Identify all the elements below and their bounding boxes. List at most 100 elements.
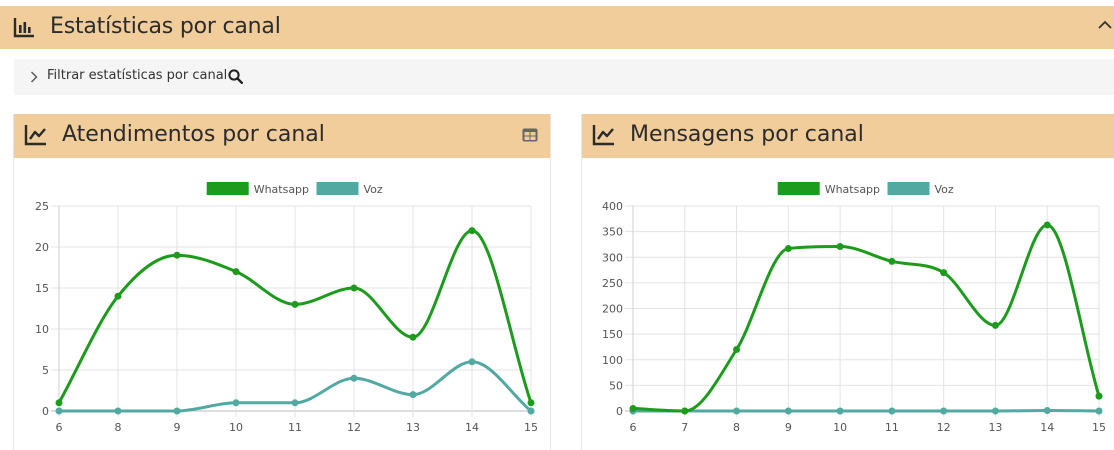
x-tick-label: 9	[785, 421, 792, 434]
x-tick-label: 13	[406, 421, 420, 434]
series-line-voz	[59, 360, 532, 413]
data-point-whatsapp	[991, 321, 999, 329]
card-mensagens: Mensagens por canal Whatsapp Voz 0 50 100 150…	[581, 114, 1114, 450]
legend-swatch	[316, 182, 359, 195]
x-tick-label: 11	[885, 421, 899, 434]
table-icon[interactable]	[522, 128, 538, 142]
chart-atendimentos: Whatsapp Voz 0 5 10 15 20 25 6 8 9 10 11 12 13 14 15	[35, 182, 538, 434]
y-tick-label: 15	[35, 282, 49, 295]
y-tick-label: 50	[609, 379, 623, 392]
data-point-whatsapp	[784, 245, 792, 253]
chevron-right-icon	[31, 71, 38, 83]
y-tick-label: 5	[42, 364, 49, 377]
data-point-voz	[836, 407, 844, 415]
filter-toggle[interactable]: Filtrar estatísticas por canal	[14, 59, 1114, 95]
data-point-whatsapp	[55, 399, 63, 407]
section-title: Estatísticas por canal	[50, 14, 281, 39]
card-header: Atendimentos por canal	[14, 114, 550, 158]
data-point-voz	[527, 407, 535, 415]
data-point-voz	[409, 391, 417, 399]
x-tick-label: 8	[115, 421, 122, 434]
y-tick-label: 10	[35, 323, 49, 336]
card-atendimentos: Atendimentos por canal Whatsapp Voz 0 5 10 15…	[13, 114, 551, 450]
data-point-whatsapp	[409, 333, 417, 341]
y-tick-label: 0	[42, 405, 49, 418]
chart-mensagens: Whatsapp Voz 0 50 100 150 200 250 300 350 400 6 7 8 9 1…	[602, 182, 1106, 434]
x-tick-label: 12	[937, 421, 951, 434]
data-point-voz	[350, 374, 358, 382]
data-point-voz	[468, 358, 476, 366]
data-point-whatsapp	[681, 407, 689, 415]
x-tick-label: 6	[56, 421, 63, 434]
data-point-whatsapp	[836, 242, 844, 250]
data-point-whatsapp	[468, 227, 476, 235]
y-tick-label: 0	[616, 405, 623, 418]
data-point-voz	[114, 407, 122, 415]
card-title: Mensagens por canal	[630, 122, 864, 147]
x-tick-label: 14	[1040, 421, 1054, 434]
series-line-voz	[633, 408, 1100, 413]
data-point-whatsapp	[232, 268, 240, 276]
x-tick-label: 9	[174, 421, 181, 434]
section-header: Estatísticas por canal	[0, 6, 1114, 49]
legend-label: Voz	[364, 183, 383, 196]
y-tick-label: 350	[602, 226, 623, 239]
data-point-whatsapp	[350, 284, 358, 292]
line-chart-icon	[592, 125, 614, 146]
legend-swatch	[777, 182, 820, 195]
legend: Whatsapp Voz	[777, 182, 954, 196]
data-point-whatsapp	[173, 251, 181, 259]
data-point-voz	[1095, 407, 1103, 415]
x-tick-label: 7	[681, 421, 688, 434]
y-tick-label: 100	[602, 354, 623, 367]
card-title: Atendimentos por canal	[62, 122, 325, 147]
legend: Whatsapp Voz	[206, 182, 383, 196]
data-point-voz	[733, 407, 741, 415]
legend-swatch	[887, 182, 930, 195]
data-point-voz	[55, 407, 63, 415]
data-point-voz	[940, 407, 948, 415]
data-point-voz	[232, 399, 240, 407]
y-tick-label: 250	[602, 277, 623, 290]
x-tick-label: 8	[733, 421, 740, 434]
data-point-whatsapp	[114, 292, 122, 300]
y-tick-label: 20	[35, 241, 49, 254]
data-point-whatsapp	[291, 300, 299, 308]
bar-chart-icon	[13, 18, 34, 38]
x-tick-label: 14	[465, 421, 479, 434]
data-point-whatsapp	[1043, 221, 1051, 229]
x-tick-label: 12	[347, 421, 361, 434]
legend-label: Whatsapp	[254, 183, 309, 196]
x-tick-label: 10	[833, 421, 847, 434]
x-tick-label: 10	[229, 421, 243, 434]
data-point-voz	[784, 407, 792, 415]
chevron-up-icon[interactable]	[1098, 19, 1112, 31]
y-tick-label: 200	[602, 303, 623, 316]
line-chart-icon	[24, 125, 46, 146]
y-tick-label: 300	[602, 251, 623, 264]
x-tick-label: 6	[630, 421, 637, 434]
search-icon[interactable]	[228, 69, 243, 84]
legend-label: Voz	[935, 183, 954, 196]
x-tick-label: 11	[288, 421, 302, 434]
series-line-whatsapp	[632, 223, 1101, 413]
data-point-whatsapp	[888, 257, 896, 265]
card-header: Mensagens por canal	[582, 114, 1114, 158]
x-tick-label: 15	[524, 421, 538, 434]
legend-label: Whatsapp	[825, 183, 880, 196]
y-tick-label: 25	[35, 200, 49, 213]
y-tick-label: 400	[602, 200, 623, 213]
data-point-voz	[291, 399, 299, 407]
data-point-voz	[888, 407, 896, 415]
data-point-whatsapp	[1095, 392, 1103, 400]
data-point-whatsapp	[629, 404, 637, 412]
data-point-voz	[1043, 406, 1051, 414]
data-point-voz	[991, 407, 999, 415]
legend-swatch	[206, 182, 249, 195]
x-tick-label: 13	[988, 421, 1002, 434]
data-point-whatsapp	[733, 346, 741, 353]
data-point-voz	[173, 407, 181, 415]
data-point-whatsapp	[527, 399, 535, 407]
filter-label: Filtrar estatísticas por canal	[47, 68, 228, 83]
